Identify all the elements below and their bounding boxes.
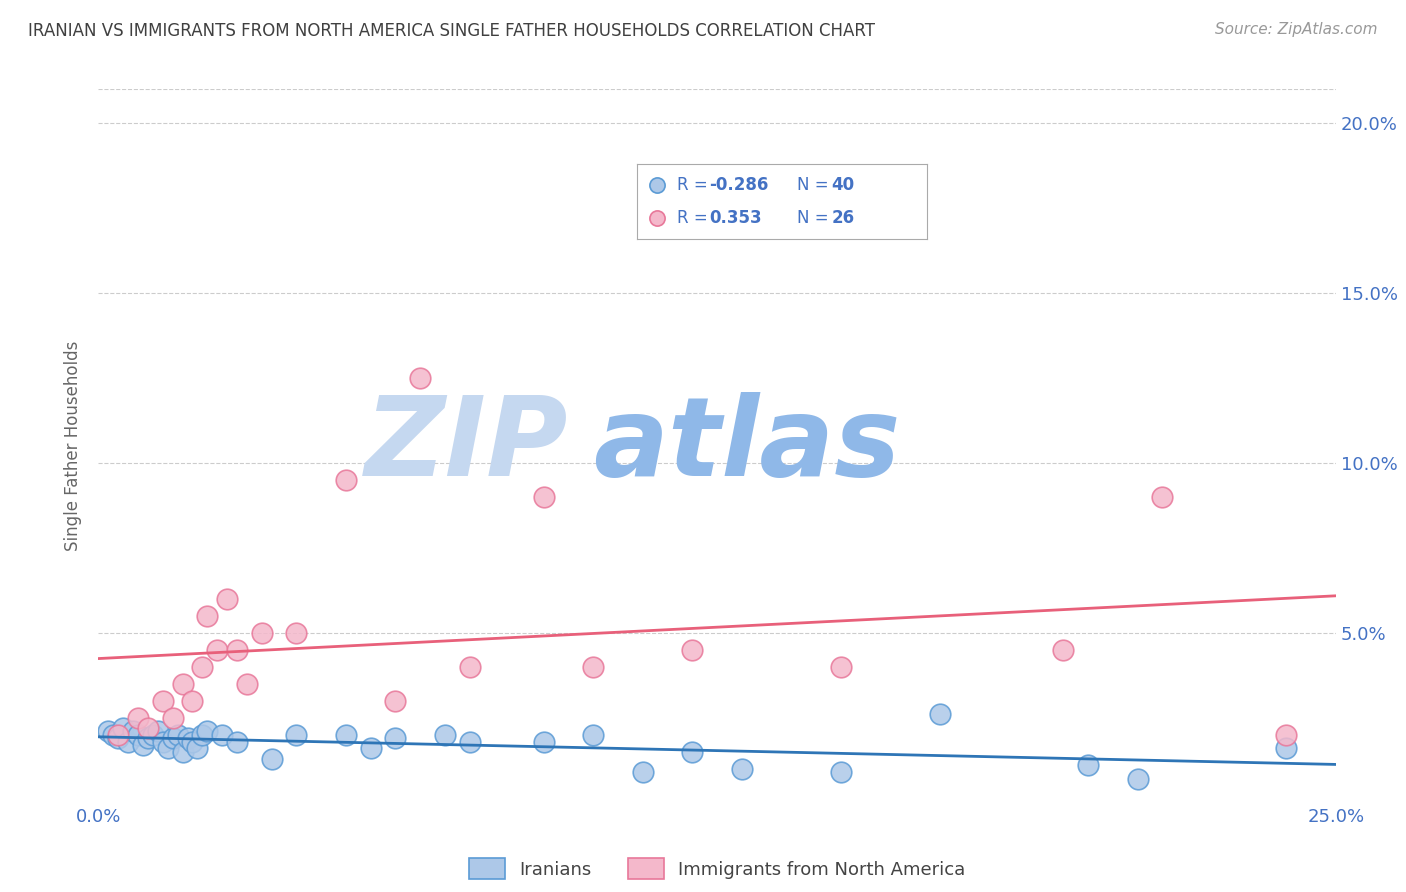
Point xyxy=(335,728,357,742)
Point xyxy=(260,751,283,765)
Point xyxy=(250,626,273,640)
Point xyxy=(152,694,174,708)
Point xyxy=(681,643,703,657)
Text: 26: 26 xyxy=(831,209,855,227)
Point xyxy=(409,371,432,385)
Text: atlas: atlas xyxy=(593,392,901,500)
Text: 40: 40 xyxy=(831,176,855,194)
Point xyxy=(582,660,605,674)
Point xyxy=(146,724,169,739)
Text: N =: N = xyxy=(797,176,834,194)
Point xyxy=(181,694,204,708)
Point xyxy=(1077,758,1099,772)
Point xyxy=(384,731,406,746)
Point xyxy=(127,728,149,742)
Text: R =: R = xyxy=(678,176,713,194)
Point xyxy=(1152,490,1174,504)
Point xyxy=(152,734,174,748)
Point xyxy=(731,762,754,776)
Point xyxy=(181,734,204,748)
Text: N =: N = xyxy=(797,209,834,227)
Legend: Iranians, Immigrants from North America: Iranians, Immigrants from North America xyxy=(461,851,973,887)
Point xyxy=(142,728,165,742)
Point xyxy=(458,660,481,674)
Point xyxy=(162,731,184,746)
Point xyxy=(236,677,259,691)
Point xyxy=(97,724,120,739)
Point xyxy=(136,731,159,746)
Point xyxy=(226,734,249,748)
Text: R =: R = xyxy=(678,209,713,227)
Point xyxy=(191,728,214,742)
Point xyxy=(928,707,950,722)
Point xyxy=(103,728,125,742)
Point xyxy=(107,728,129,742)
Point xyxy=(384,694,406,708)
Text: Source: ZipAtlas.com: Source: ZipAtlas.com xyxy=(1215,22,1378,37)
Point xyxy=(360,741,382,756)
Point xyxy=(433,728,456,742)
Point xyxy=(176,731,198,746)
Point xyxy=(217,591,239,606)
Point xyxy=(107,731,129,746)
Text: IRANIAN VS IMMIGRANTS FROM NORTH AMERICA SINGLE FATHER HOUSEHOLDS CORRELATION CH: IRANIAN VS IMMIGRANTS FROM NORTH AMERICA… xyxy=(28,22,875,40)
Point xyxy=(1126,772,1149,786)
Point xyxy=(226,643,249,657)
Point xyxy=(533,734,555,748)
Text: -0.286: -0.286 xyxy=(710,176,769,194)
Point xyxy=(1275,728,1298,742)
Point xyxy=(645,211,668,225)
Point xyxy=(195,724,218,739)
Point xyxy=(285,728,308,742)
Point xyxy=(132,738,155,752)
Point xyxy=(127,711,149,725)
Point xyxy=(205,643,228,657)
Point xyxy=(112,721,135,735)
Text: 0.353: 0.353 xyxy=(710,209,762,227)
Point xyxy=(172,745,194,759)
Text: ZIP: ZIP xyxy=(366,392,568,500)
Point xyxy=(191,660,214,674)
Point xyxy=(458,734,481,748)
Point xyxy=(186,741,208,756)
Point xyxy=(122,724,145,739)
Point xyxy=(162,711,184,725)
Point xyxy=(285,626,308,640)
Point xyxy=(117,734,139,748)
Point xyxy=(172,677,194,691)
Point xyxy=(335,473,357,487)
Point xyxy=(533,490,555,504)
Point xyxy=(631,765,654,780)
Y-axis label: Single Father Households: Single Father Households xyxy=(65,341,83,551)
Point xyxy=(830,660,852,674)
Point xyxy=(156,741,179,756)
Point xyxy=(681,745,703,759)
Point xyxy=(582,728,605,742)
Point xyxy=(166,728,188,742)
Point xyxy=(211,728,233,742)
Point xyxy=(195,608,218,623)
Point xyxy=(136,721,159,735)
Point xyxy=(1052,643,1074,657)
Point xyxy=(645,178,668,193)
Point xyxy=(830,765,852,780)
Point xyxy=(1275,741,1298,756)
